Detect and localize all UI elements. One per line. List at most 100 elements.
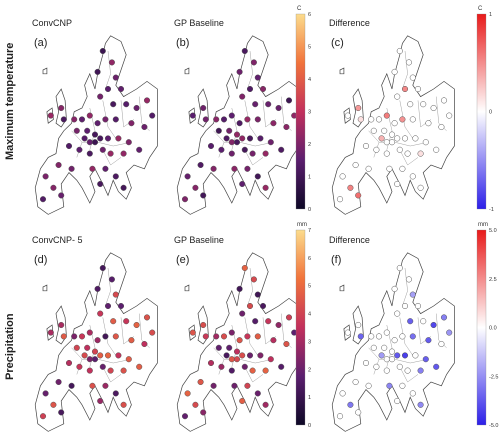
station-dot <box>215 127 222 134</box>
country-border <box>102 317 116 356</box>
station-dot <box>405 276 412 283</box>
land-outline <box>34 252 158 432</box>
station-dot <box>91 356 99 363</box>
station-dot <box>78 116 86 123</box>
station-dot <box>55 161 62 169</box>
station-dot <box>241 363 248 370</box>
station-dot <box>239 135 246 142</box>
station-dot <box>218 363 225 370</box>
land-outline <box>188 107 196 124</box>
station-dot <box>267 356 274 363</box>
station-dot <box>378 135 385 142</box>
station-dot <box>394 397 401 405</box>
station-dot <box>239 310 246 317</box>
station-dot <box>394 93 401 100</box>
station-dot <box>81 135 88 142</box>
station-dot <box>84 127 91 134</box>
land-outline <box>197 305 209 345</box>
station-dot <box>220 116 228 123</box>
station-dot <box>125 139 132 146</box>
station-dot <box>244 382 251 389</box>
colorbar-tick-label: -2.5 <box>489 374 498 380</box>
land-outline <box>343 107 351 124</box>
station-dot <box>388 348 396 355</box>
colorbar-tick-label: 0 <box>308 423 311 429</box>
land-outline <box>331 35 455 215</box>
colorbar-tick-label: 7 <box>308 228 311 234</box>
station-dot <box>383 367 390 374</box>
country-border <box>399 100 413 139</box>
colorbar-unit: mm <box>478 222 488 228</box>
station-dot <box>99 47 106 55</box>
station-dot <box>76 363 83 370</box>
station-dot <box>262 367 269 374</box>
station-dot <box>104 352 112 359</box>
station-dot <box>39 196 47 203</box>
station-dot <box>407 101 414 108</box>
colorbar-tick-label: 1 <box>489 12 492 18</box>
station-dot <box>270 337 277 344</box>
country-border <box>213 130 225 158</box>
station-dot <box>239 352 246 359</box>
station-dot <box>133 104 140 112</box>
station-dot <box>55 378 62 386</box>
station-dot <box>233 139 241 146</box>
station-dot <box>417 150 424 157</box>
country-border <box>102 149 122 166</box>
station-dot <box>250 59 257 66</box>
station-dot <box>401 302 409 310</box>
station-dot <box>136 146 143 153</box>
station-dot <box>252 318 259 325</box>
station-dot <box>42 390 49 397</box>
station-dot <box>192 184 199 191</box>
station-dot <box>226 127 233 134</box>
station-dot <box>414 302 422 310</box>
station-dot <box>399 333 406 340</box>
station-dot <box>76 146 83 153</box>
station-dot <box>404 150 411 157</box>
station-dot <box>91 131 99 138</box>
station-dot <box>357 333 364 340</box>
station-dot <box>417 401 424 408</box>
country-border <box>105 50 111 90</box>
country-border <box>102 366 122 383</box>
station-dot <box>446 112 453 119</box>
station-dot <box>84 344 91 351</box>
land-outline <box>46 107 54 124</box>
station-dot <box>200 321 207 329</box>
station-dot <box>149 112 156 119</box>
station-dot <box>207 142 215 150</box>
station-dot <box>99 146 106 153</box>
station-dot <box>120 367 127 374</box>
station-dot <box>110 101 117 108</box>
land-outline <box>188 324 196 341</box>
station-dot <box>420 101 427 108</box>
station-dot <box>97 135 104 142</box>
station-dot <box>391 68 398 75</box>
land-outline <box>46 324 54 341</box>
country-border <box>368 130 380 158</box>
station-dot <box>259 302 267 310</box>
station-dot <box>362 142 370 150</box>
station-dot <box>409 173 416 180</box>
station-dot <box>73 127 80 134</box>
station-dot <box>94 68 101 75</box>
station-dot <box>91 348 99 355</box>
panel-title: Difference <box>329 235 370 245</box>
station-dot <box>396 146 403 153</box>
station-dot <box>388 139 396 146</box>
station-dot <box>357 116 364 123</box>
station-dot <box>275 104 282 112</box>
station-dot <box>228 150 235 157</box>
station-dot <box>104 85 112 93</box>
station-dot <box>220 333 228 340</box>
station-dot <box>344 112 351 119</box>
station-dot <box>422 356 429 363</box>
station-dot <box>97 352 104 359</box>
station-dot <box>365 382 372 389</box>
station-dot <box>249 367 256 374</box>
station-dot <box>108 276 115 283</box>
station-dot <box>347 184 354 191</box>
country-border <box>399 317 413 356</box>
